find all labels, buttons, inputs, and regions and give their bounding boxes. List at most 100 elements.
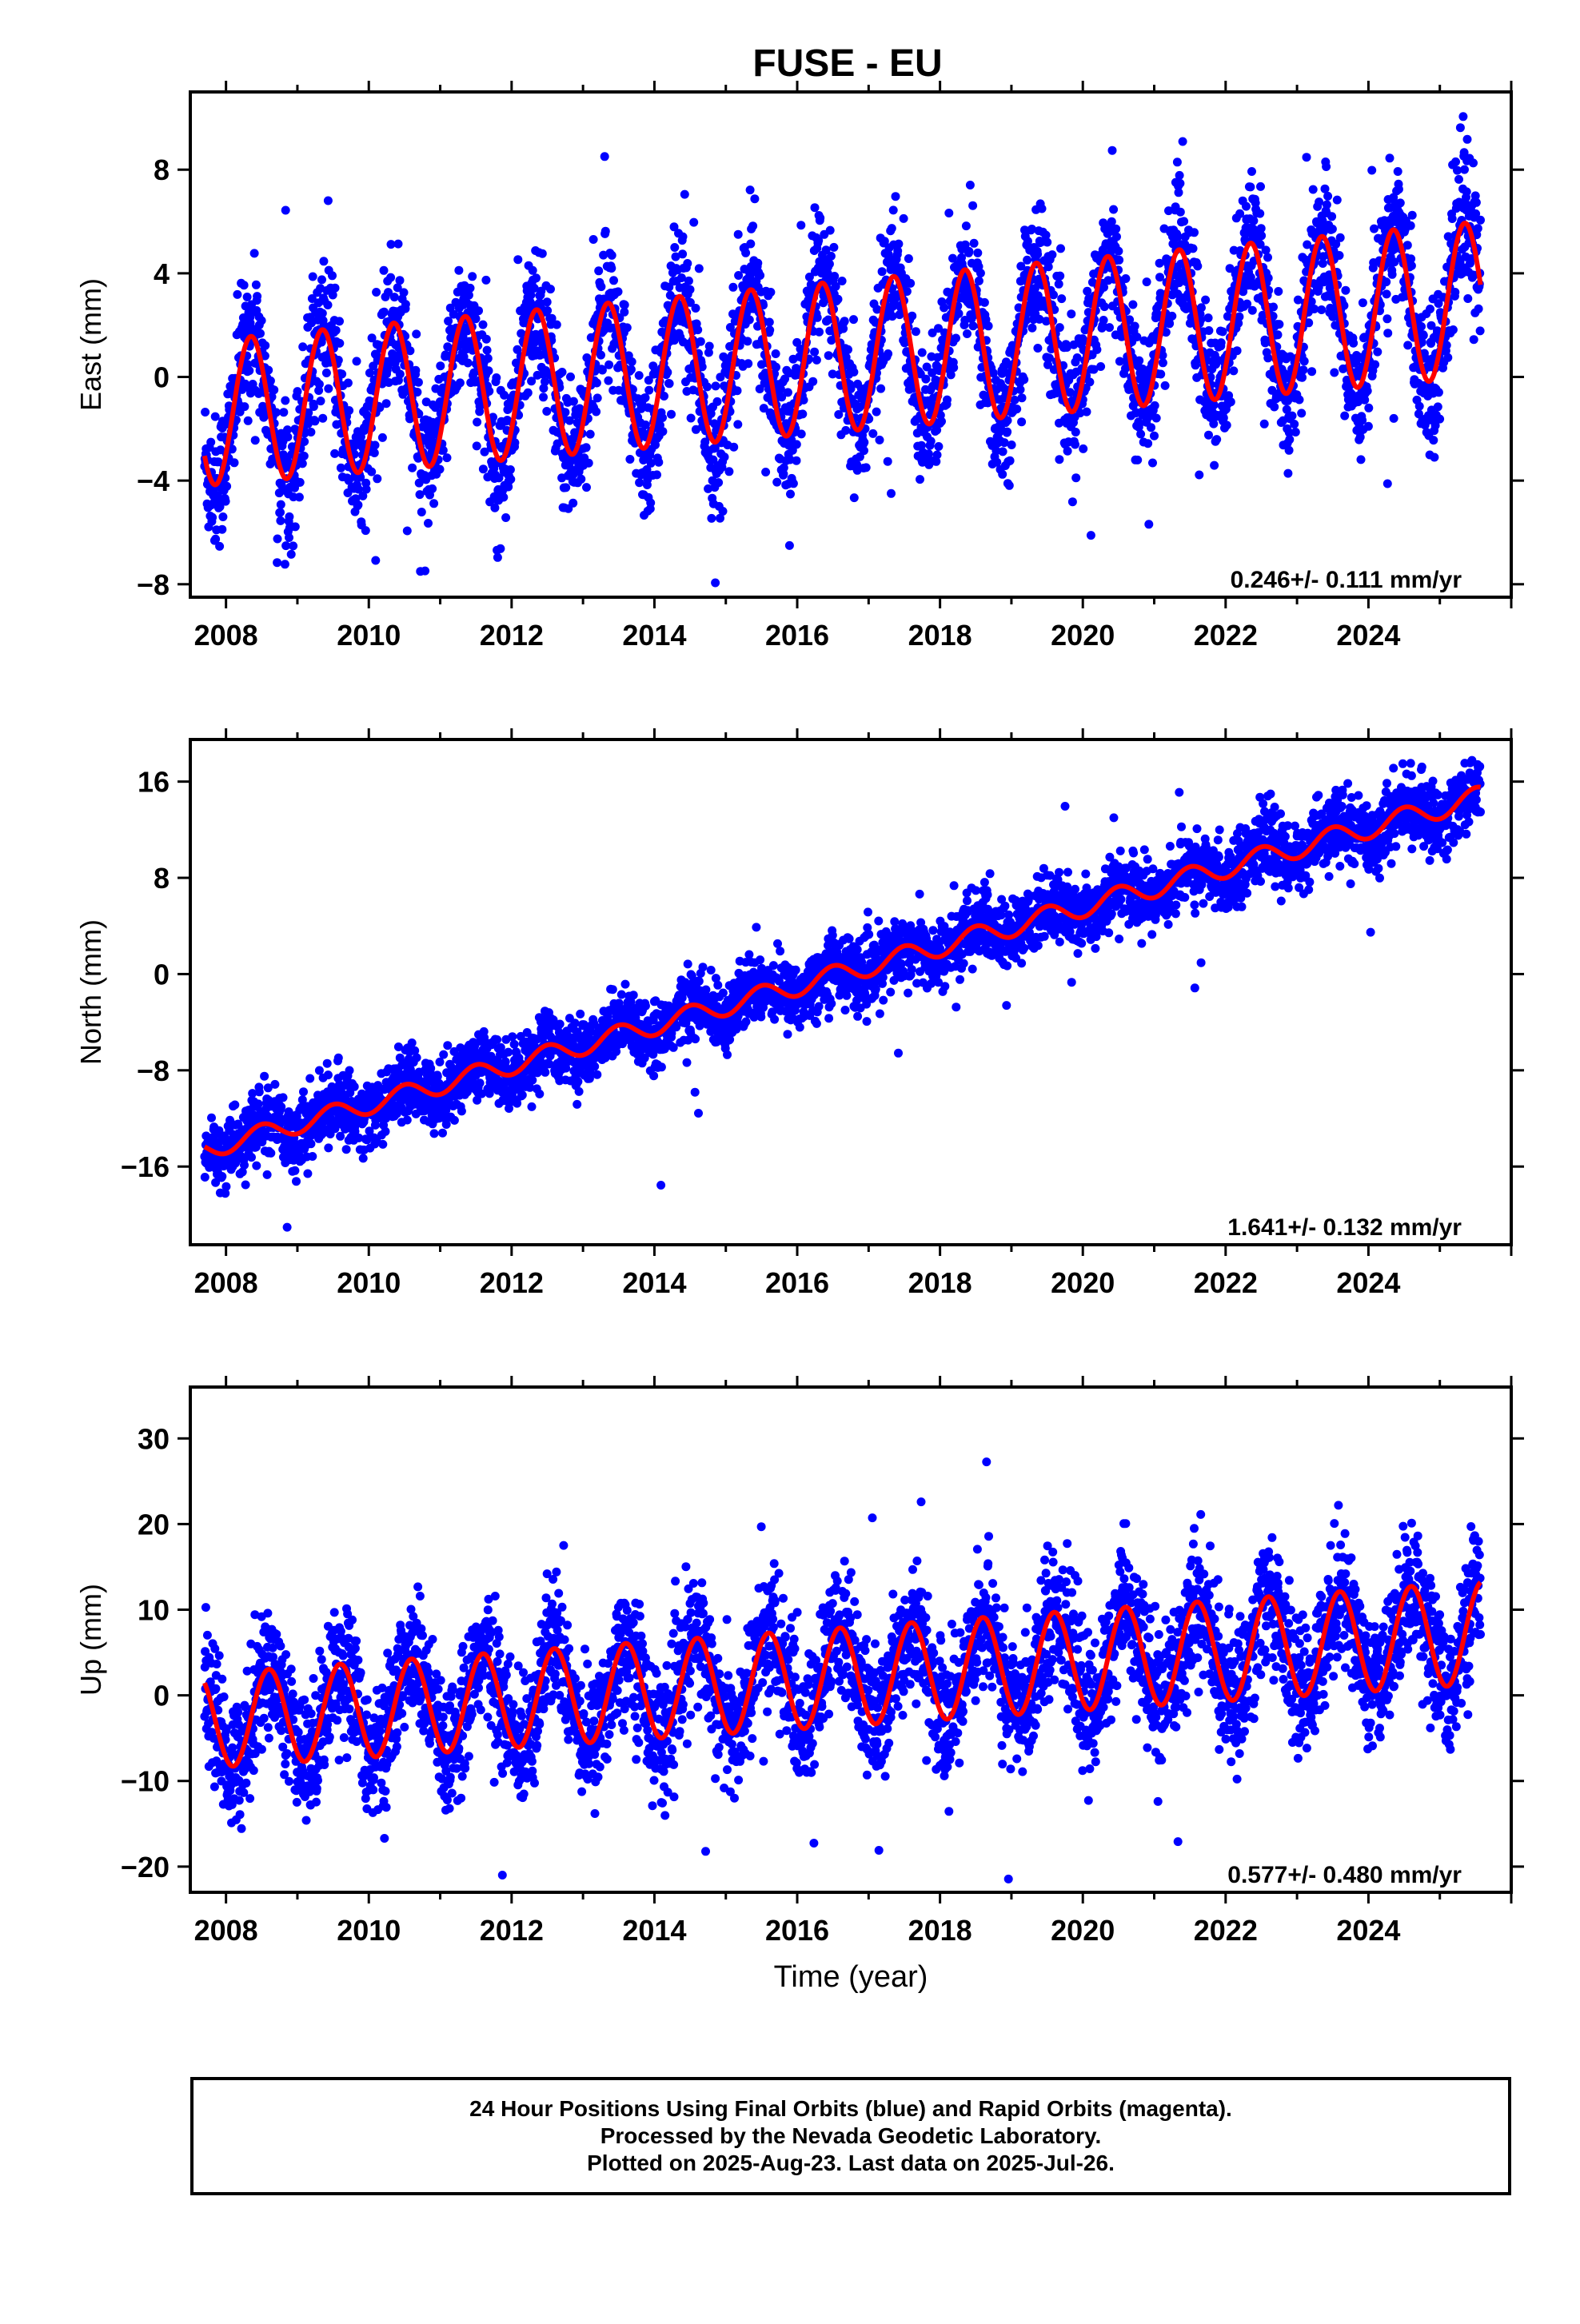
data-point xyxy=(1105,323,1114,332)
data-point xyxy=(543,306,552,315)
data-point xyxy=(344,379,353,388)
data-point xyxy=(324,1143,333,1152)
data-point xyxy=(1083,408,1091,417)
data-point xyxy=(1063,447,1072,456)
data-point xyxy=(310,417,319,425)
data-point xyxy=(1085,377,1094,386)
data-point xyxy=(1151,401,1159,410)
data-point xyxy=(299,1087,308,1096)
data-point xyxy=(1165,319,1174,328)
data-point xyxy=(792,440,801,448)
data-point xyxy=(604,377,612,385)
data-point xyxy=(906,279,915,288)
data-point xyxy=(240,1161,249,1170)
data-point xyxy=(281,397,289,405)
data-point xyxy=(1403,341,1412,349)
data-point xyxy=(999,447,1007,456)
data-point xyxy=(403,527,412,536)
data-point xyxy=(1144,520,1153,528)
data-point xyxy=(396,276,405,285)
data-point xyxy=(1143,439,1152,448)
data-point xyxy=(561,483,570,492)
data-point xyxy=(481,276,490,285)
data-point xyxy=(221,497,230,506)
data-point xyxy=(542,407,551,416)
data-point xyxy=(975,277,984,285)
data-point xyxy=(281,206,290,215)
data-point xyxy=(786,490,795,499)
data-point xyxy=(430,1129,439,1138)
data-point xyxy=(208,513,217,522)
data-point xyxy=(868,429,877,438)
data-point xyxy=(472,314,481,323)
data-point xyxy=(1190,228,1199,237)
data-point xyxy=(1135,357,1143,365)
data-point xyxy=(222,482,231,491)
data-point xyxy=(215,542,224,551)
data-point xyxy=(707,514,716,523)
data-point xyxy=(812,356,821,365)
data-point xyxy=(1442,341,1451,349)
data-point xyxy=(273,558,281,567)
data-point xyxy=(408,464,417,472)
data-point xyxy=(884,349,892,358)
data-point xyxy=(734,230,743,239)
data-point xyxy=(607,264,616,273)
data-point xyxy=(247,1153,256,1162)
data-point xyxy=(596,282,605,291)
data-point xyxy=(1212,435,1221,444)
data-point xyxy=(1476,216,1485,225)
data-point xyxy=(1027,324,1036,333)
data-point xyxy=(733,386,742,395)
data-point xyxy=(1462,187,1471,196)
data-point xyxy=(1341,286,1350,295)
data-point xyxy=(1426,305,1434,313)
data-point xyxy=(711,579,720,588)
data-point xyxy=(678,249,687,258)
data-point xyxy=(1417,322,1426,331)
data-point xyxy=(1056,244,1065,253)
data-point xyxy=(1156,370,1165,379)
data-point xyxy=(324,197,333,205)
data-point xyxy=(1175,171,1184,180)
data-point xyxy=(1092,345,1101,354)
data-point xyxy=(1136,430,1145,439)
data-point xyxy=(1364,422,1373,431)
data-point xyxy=(1323,192,1332,201)
data-point xyxy=(1038,205,1047,213)
data-point xyxy=(335,339,344,348)
data-point xyxy=(330,449,339,458)
y-tick-label: 4 xyxy=(154,257,170,290)
data-point xyxy=(1012,405,1021,413)
data-point xyxy=(582,483,591,492)
data-point xyxy=(273,535,282,544)
data-point xyxy=(973,249,982,257)
data-point xyxy=(884,457,892,466)
data-point xyxy=(912,327,920,336)
data-point xyxy=(968,201,977,210)
data-point xyxy=(1227,397,1235,406)
data-point xyxy=(984,321,993,330)
data-point xyxy=(253,292,261,301)
data-point xyxy=(1204,431,1213,440)
data-point xyxy=(1274,287,1283,296)
data-point xyxy=(1406,221,1415,230)
rate-annotation: 0.246+/- 0.111 mm/yr xyxy=(1231,567,1462,593)
data-point xyxy=(713,397,722,406)
data-point xyxy=(359,1154,368,1162)
data-point xyxy=(729,443,738,452)
data-point xyxy=(894,240,903,249)
data-point xyxy=(765,325,774,334)
data-point xyxy=(569,397,578,406)
data-point xyxy=(1223,421,1231,429)
data-point xyxy=(1333,196,1342,205)
data-point xyxy=(289,541,297,550)
data-point xyxy=(464,359,473,368)
data-point xyxy=(317,275,326,284)
data-point xyxy=(1474,224,1482,233)
data-point xyxy=(279,408,288,417)
data-point xyxy=(1248,306,1257,315)
data-point xyxy=(816,213,824,222)
data-point xyxy=(315,380,324,389)
